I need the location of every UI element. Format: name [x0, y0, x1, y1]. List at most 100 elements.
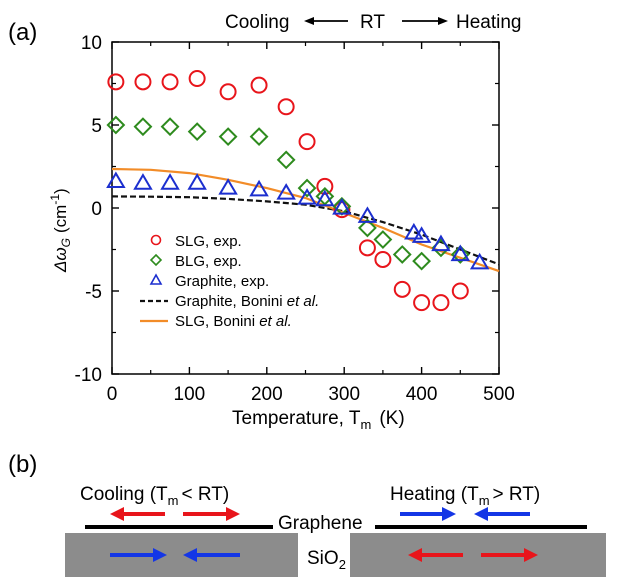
blue-arrowhead-left	[183, 548, 197, 562]
graphite-data-point	[357, 206, 378, 223]
slg-data-point	[451, 282, 469, 300]
slg-data-point	[432, 294, 450, 312]
graphite-bonini-curve	[111, 195, 500, 266]
graphene-sheet-left	[85, 525, 273, 529]
legend-blg-label: BLG, exp.	[175, 253, 242, 270]
header-left-arrowhead	[304, 17, 314, 25]
x-tick-label: 400	[406, 384, 438, 405]
legend-blg-marker	[149, 253, 163, 267]
red-arrowhead-right-heating	[524, 548, 538, 562]
x-tick-label: 500	[483, 384, 515, 405]
graphite-data-point	[411, 226, 432, 243]
legend: SLG, exp. BLG, exp. Graphite, exp. Graph…	[140, 233, 319, 330]
red-arrowhead-left	[110, 507, 124, 521]
blue-arrowhead-right	[153, 548, 167, 562]
y-tick-label: -10	[75, 365, 102, 386]
y-tick-label: 10	[81, 33, 102, 54]
slg-data-point	[188, 70, 206, 88]
cooling-condition-label: Cooling (Tm < RT)	[80, 484, 229, 508]
x-tick-label: 200	[251, 384, 283, 405]
x-tick-label: 300	[328, 384, 360, 405]
panel-b-label: (b)	[8, 451, 37, 478]
graphene-label: Graphene	[278, 513, 363, 534]
graphite-data-point	[469, 252, 490, 270]
x-axis-label: Temperature, Tm (K)	[232, 408, 405, 432]
blg-data-point	[373, 230, 393, 249]
y-axis-label: ΔωG(cm-1)	[48, 188, 73, 273]
y-tick-label: -5	[85, 282, 102, 303]
slg-data-point	[316, 177, 334, 195]
heating-condition-label: Heating (Tm > RT)	[390, 484, 540, 508]
red-arrowhead-right	[226, 507, 240, 521]
slg-data-point	[333, 201, 351, 219]
slg-data-point	[250, 76, 268, 94]
graphite-data-point	[187, 173, 207, 190]
slg-data-point	[374, 250, 392, 268]
graphite-data-point	[332, 198, 352, 215]
blg-data-point	[392, 245, 412, 264]
substrate-right	[350, 533, 606, 577]
legend-slg-label: SLG, exp.	[175, 233, 242, 250]
slg-data-point	[393, 280, 411, 298]
legend-graphite-bonini-label: Graphite, Bonini et al.	[175, 293, 319, 310]
y-tick-label: 0	[91, 199, 102, 220]
blg-data-point	[106, 115, 126, 135]
blg-data-point	[276, 150, 296, 170]
blg-data-point	[249, 127, 269, 147]
blg-data-point	[297, 178, 317, 198]
x-tick-label: 0	[107, 384, 118, 405]
blg-data-point	[218, 127, 238, 147]
header-rt: RT	[360, 12, 385, 33]
blg-data-point	[450, 245, 470, 264]
y-tick-labels: -10 -5 0 5 10	[75, 33, 102, 386]
slg-data-point	[298, 133, 316, 151]
slg-data-point	[134, 73, 152, 91]
cooling-graphene-arrows	[110, 507, 240, 521]
slg-data-point	[277, 98, 295, 116]
y-tick-label: 5	[91, 116, 102, 137]
header-heating: Heating	[456, 12, 522, 33]
slg-data-point	[161, 73, 179, 91]
slg-data-point	[358, 239, 376, 257]
graphite-data-point	[249, 179, 269, 197]
graphite-data-point	[218, 178, 238, 195]
legend-graphite-label: Graphite, exp.	[175, 273, 269, 290]
header-right-arrowhead	[438, 17, 448, 25]
red-arrowhead-left-heating	[408, 548, 422, 562]
blg-data-point	[187, 122, 207, 142]
data-markers	[106, 70, 490, 312]
axis-ticks	[111, 41, 500, 375]
substrate-label: SiO2	[307, 548, 346, 572]
slg-data-point	[107, 73, 125, 91]
slg-data-point	[413, 294, 431, 312]
blg-data-point	[133, 117, 153, 137]
blg-data-point	[412, 251, 432, 271]
graphite-data-point	[297, 188, 317, 205]
heating-substrate-arrows	[408, 548, 538, 562]
legend-graphite-marker	[149, 273, 163, 285]
blg-data-point	[358, 218, 377, 238]
graphite-data-point	[133, 173, 153, 190]
graphite-data-point	[106, 171, 126, 189]
blue-arrowhead-left-heating	[474, 507, 488, 521]
x-tick-labels: 0 100 200 300 400 500	[107, 384, 515, 405]
legend-slg-bonini-label: SLG, Bonini et al.	[175, 313, 292, 330]
graphite-data-point	[315, 189, 335, 207]
graphite-data-point	[404, 222, 424, 240]
graphene-sheet-right	[375, 525, 587, 529]
x-tick-label: 100	[174, 384, 206, 405]
cooling-substrate-arrows	[110, 548, 240, 562]
header-cooling: Cooling	[225, 12, 289, 33]
panel-a-label: (a)	[8, 19, 37, 46]
graphite-data-point	[450, 244, 471, 262]
graphite-data-point	[431, 234, 451, 252]
blue-arrowhead-right-heating	[442, 507, 456, 521]
slg-data-point	[219, 83, 237, 101]
blg-data-point	[160, 117, 180, 137]
plot-frame	[111, 41, 500, 375]
legend-slg-marker	[150, 234, 162, 246]
heating-graphene-arrows	[400, 507, 530, 521]
graphite-data-point	[160, 173, 180, 190]
substrate-left	[65, 533, 298, 577]
